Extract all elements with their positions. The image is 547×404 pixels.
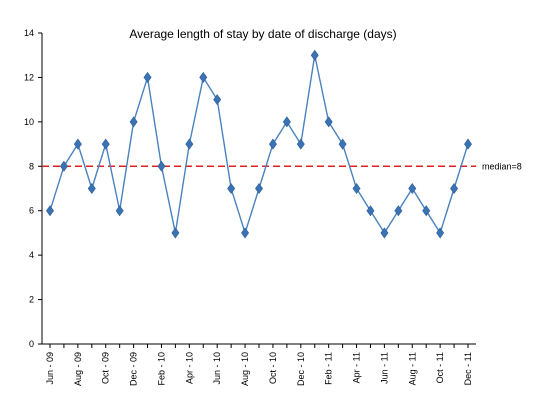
data-point [185, 138, 194, 150]
y-tick-label: 2 [29, 295, 34, 305]
y-tick-label: 14 [24, 28, 34, 38]
series-group [46, 49, 472, 239]
x-axis: Jun - 09 Aug - 09 Oct - 09 Dec - 09 Feb - 10… [42, 343, 476, 386]
data-point [352, 182, 361, 195]
data-point [199, 71, 208, 83]
x-tick-label: Apr - 10 [184, 352, 194, 384]
data-point [310, 49, 319, 61]
data-point [394, 205, 403, 217]
data-point [464, 138, 472, 150]
y-tick-label: 0 [29, 339, 34, 349]
data-point [227, 182, 236, 195]
data-point [73, 138, 82, 150]
x-tick-label: Jun - 09 [45, 352, 55, 385]
x-tick-label: Aug - 11 [407, 352, 417, 385]
data-point [338, 138, 347, 150]
data-point [408, 182, 417, 195]
data-point [422, 205, 431, 217]
data-point [296, 138, 305, 150]
series-line [49, 55, 469, 236]
data-point [87, 182, 96, 195]
x-tick-label: Oct - 11 [435, 352, 445, 383]
x-tick-label: Oct - 09 [101, 352, 111, 384]
x-tick-label: Feb - 10 [156, 352, 166, 386]
data-point [157, 160, 166, 172]
y-axis: 0 2 4 6 8 10 12 14 [24, 28, 43, 349]
median-label: median=8 [482, 161, 522, 171]
data-point [450, 182, 459, 195]
data-point [143, 71, 152, 83]
data-point [129, 116, 138, 128]
x-tick-label: Jun - 10 [212, 352, 222, 385]
data-point [255, 182, 263, 195]
data-point [59, 160, 68, 172]
data-point [324, 116, 333, 128]
data-point [213, 94, 222, 106]
x-tick-label: Apr - 11 [352, 352, 362, 383]
data-point [380, 227, 389, 239]
y-tick-label: 4 [29, 250, 34, 260]
x-tick-label: Dec - 10 [296, 352, 306, 386]
x-tick-label: Feb - 11 [324, 352, 334, 385]
x-tick-label: Dec - 11 [463, 352, 473, 385]
data-point [241, 227, 250, 239]
median-reference: median=8 [42, 161, 522, 171]
data-point [46, 205, 54, 217]
x-tick-label: Aug - 10 [240, 352, 250, 386]
x-tick-label: Jun - 11 [379, 352, 389, 384]
x-tick-label: Oct - 10 [268, 352, 278, 384]
data-point [282, 116, 291, 128]
chart-title: Average length of stay by date of discha… [129, 27, 396, 41]
y-tick-label: 12 [24, 72, 34, 82]
data-point [366, 205, 375, 217]
data-point [101, 138, 110, 150]
y-tick-label: 6 [29, 206, 34, 216]
x-tick-label: Dec - 09 [129, 352, 139, 386]
data-point [436, 227, 445, 239]
x-tick-label: Aug - 09 [73, 352, 83, 386]
y-tick-label: 10 [24, 117, 34, 127]
data-point [115, 205, 124, 217]
data-point [268, 138, 277, 150]
y-tick-label: 8 [29, 161, 34, 171]
data-point [171, 227, 180, 239]
